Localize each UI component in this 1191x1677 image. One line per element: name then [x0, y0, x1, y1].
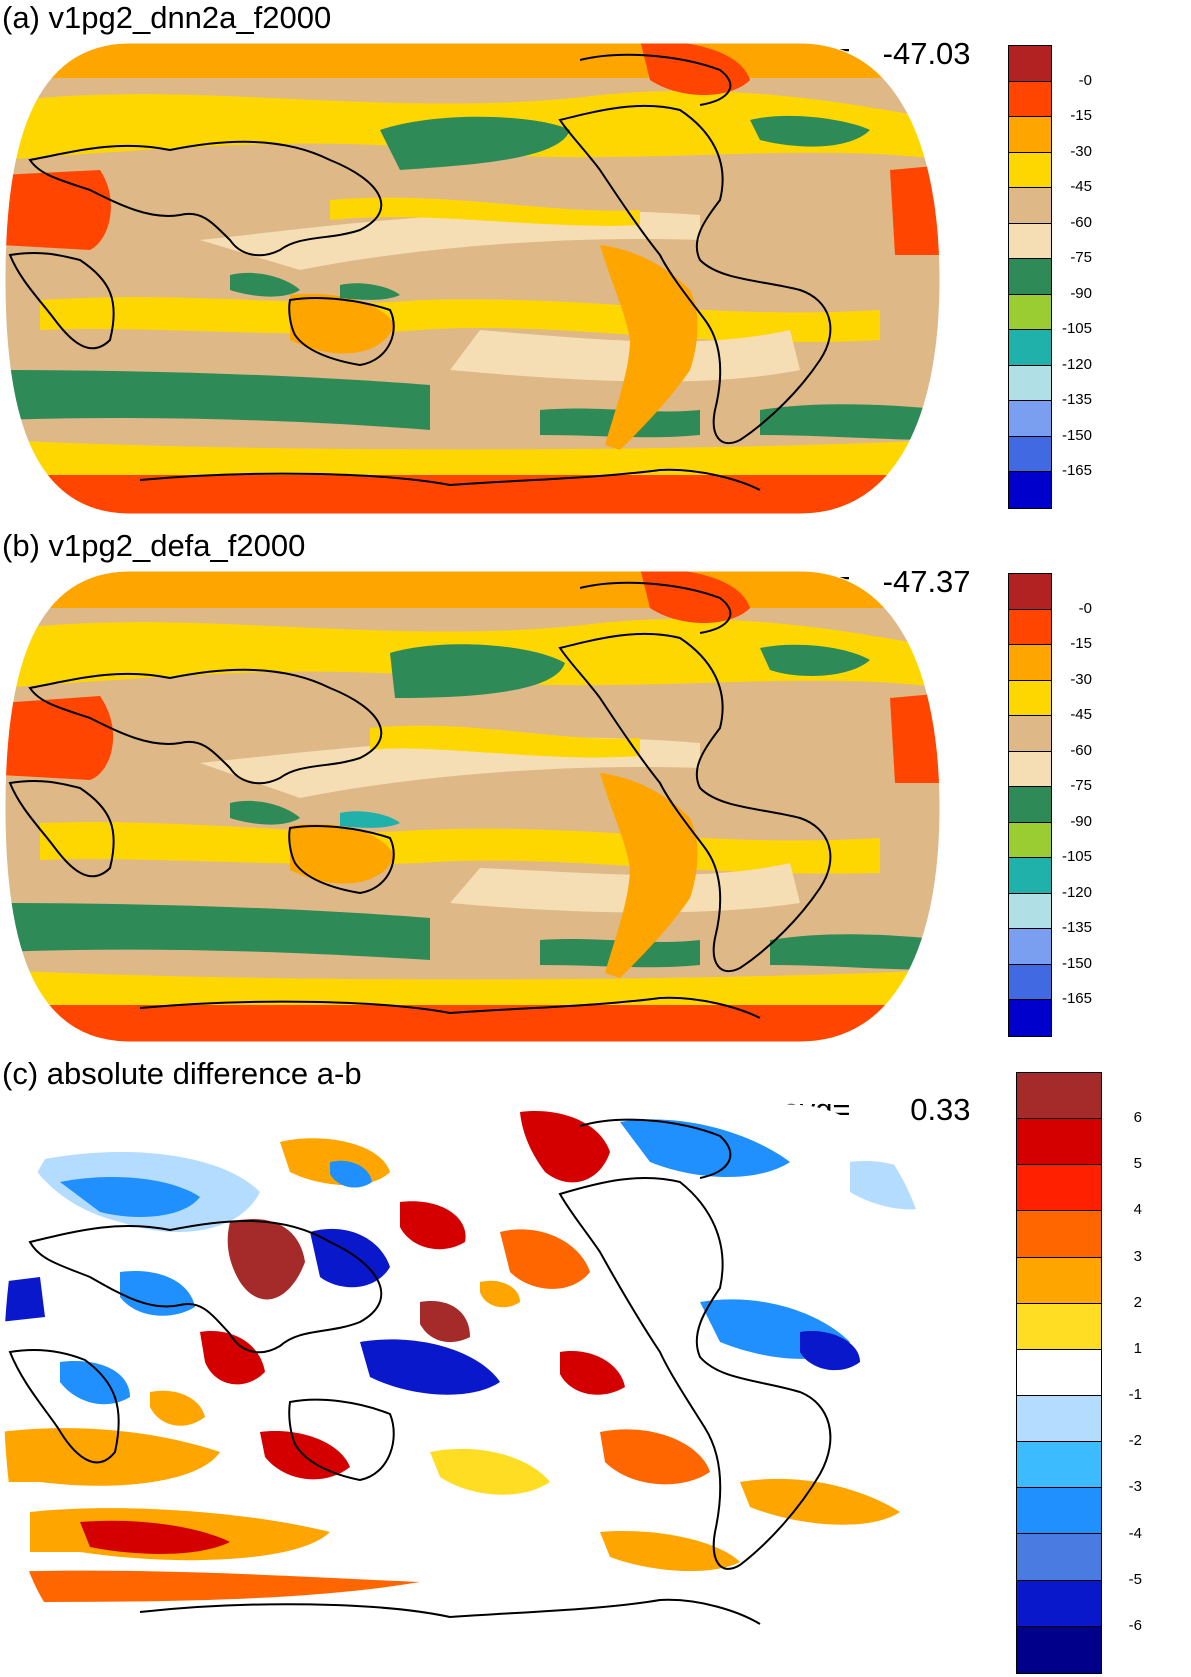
- colorbar-tick-label: 1: [1133, 1339, 1142, 1357]
- colorbar-tick-label: -0: [1078, 71, 1092, 89]
- colorbar-swatch: [1009, 964, 1051, 1001]
- colorbar-swatches: [1008, 573, 1052, 1037]
- colorbar-swatch: [1009, 81, 1051, 118]
- colorbar-swatch: [1009, 436, 1051, 473]
- colorbar-tick-label: -105: [1061, 320, 1092, 338]
- colorbar-tick-label: -45: [1070, 178, 1092, 196]
- colorbar-swatch: [1009, 787, 1051, 823]
- world-map: [2, 1104, 943, 1658]
- colorbar-tick-label: -15: [1070, 635, 1092, 653]
- colorbar-swatch: [1009, 365, 1051, 402]
- colorbar-swatch: [1017, 1073, 1101, 1120]
- colorbar-swatch: [1009, 680, 1051, 717]
- colorbar-tick-label: -150: [1061, 954, 1092, 972]
- colorbar-swatch: [1009, 893, 1051, 930]
- colorbar-tick-label: -6: [1128, 1616, 1142, 1634]
- colorbar-tick-label: 6: [1133, 1109, 1142, 1127]
- colorbar-swatch: [1009, 46, 1051, 82]
- colorbar-swatch: [1009, 858, 1051, 894]
- colorbar-swatch: [1017, 1119, 1101, 1166]
- colorbar-tick-label: -3: [1128, 1478, 1142, 1496]
- colorbar-tick-label: -120: [1061, 355, 1092, 373]
- colorbar-tick-label: 5: [1133, 1155, 1142, 1173]
- colorbar-swatches: [1008, 45, 1052, 509]
- colorbar-tick-label: -150: [1061, 426, 1092, 444]
- colorbar-tick-label: -1: [1128, 1386, 1142, 1404]
- world-map: [4, 570, 941, 1043]
- colorbar-tick-label: -0: [1078, 599, 1092, 617]
- colorbar-swatch: [1009, 330, 1051, 366]
- colorbar: 6 5 4 3 2 1 -1 -2 -3 -4 -5 -6: [1016, 1004, 1142, 1674]
- colorbar-tick-label: 3: [1133, 1247, 1142, 1265]
- colorbar-tick-label: -30: [1070, 142, 1092, 160]
- avg-value: -47.03: [882, 36, 971, 71]
- colorbar-tick-label: -2: [1128, 1432, 1142, 1450]
- colorbar-swatch: [1009, 152, 1051, 189]
- world-map: [4, 42, 941, 515]
- colorbar-swatch: [1009, 117, 1051, 153]
- colorbar-swatch: [1009, 188, 1051, 224]
- colorbar-tick-label: -5: [1128, 1570, 1142, 1588]
- colorbar-swatch: [1009, 1000, 1051, 1036]
- colorbar-swatch: [1017, 1257, 1101, 1304]
- colorbar-tick-label: -165: [1061, 462, 1092, 480]
- avg-value: 0.33: [910, 1092, 971, 1127]
- panel-title: (c) absolute difference a-b: [2, 1056, 362, 1091]
- colorbar-swatch: [1017, 1349, 1101, 1396]
- colorbar-swatch: [1017, 1626, 1101, 1673]
- colorbar-swatch: [1009, 223, 1051, 260]
- colorbar-tick-label: -165: [1061, 990, 1092, 1008]
- colorbar-swatches: [1016, 1072, 1102, 1674]
- colorbar-tick-label: -15: [1070, 107, 1092, 125]
- colorbar-swatch: [1009, 574, 1051, 610]
- avg-value: -47.37: [882, 564, 971, 599]
- colorbar-swatch: [1017, 1211, 1101, 1258]
- colorbar-tick-label: -75: [1070, 249, 1092, 267]
- colorbar-tick-label: -75: [1070, 777, 1092, 795]
- colorbar: -0 -15 -30 -45 -60 -75 -90 -105 -120 -135 -150 -165: [1008, 45, 1138, 511]
- colorbar-swatch: [1017, 1165, 1101, 1212]
- colorbar-tick-label: -105: [1061, 848, 1092, 866]
- colorbar-swatch: [1017, 1534, 1101, 1581]
- colorbar-tick-label: -45: [1070, 706, 1092, 724]
- colorbar: -0 -15 -30 -45 -60 -75 -90 -105 -120 -135 -150 -165: [1008, 573, 1138, 1039]
- colorbar-swatch: [1009, 716, 1051, 752]
- colorbar-tick-label: 2: [1133, 1293, 1142, 1311]
- colorbar-swatch: [1009, 294, 1051, 331]
- colorbar-swatch: [1009, 822, 1051, 859]
- colorbar-tick-label: -90: [1070, 812, 1092, 830]
- panel-b: (b) v1pg2_defa_f2000 avg=-47.37: [0, 528, 1191, 1048]
- colorbar-swatch: [1017, 1395, 1101, 1443]
- colorbar-swatch: [1009, 259, 1051, 295]
- colorbar-swatch: [1009, 645, 1051, 681]
- colorbar-tick-label: -120: [1061, 883, 1092, 901]
- panel-a: (a) v1pg2_dnn2a_f2000 avg=-47.03: [0, 0, 1191, 520]
- colorbar-tick-label: -4: [1128, 1524, 1142, 1542]
- colorbar-swatch: [1009, 751, 1051, 788]
- colorbar-swatch: [1009, 929, 1051, 965]
- colorbar-tick-label: 4: [1133, 1201, 1142, 1219]
- colorbar-tick-label: -60: [1070, 213, 1092, 231]
- colorbar-swatch: [1009, 609, 1051, 646]
- colorbar-tick-label: -90: [1070, 284, 1092, 302]
- colorbar-tick-label: -60: [1070, 741, 1092, 759]
- colorbar-tick-label: -30: [1070, 670, 1092, 688]
- colorbar-swatch: [1017, 1580, 1101, 1627]
- colorbar-tick-label: -135: [1061, 391, 1092, 409]
- colorbar-swatch: [1017, 1488, 1101, 1535]
- panel-c: (c) absolute difference a-b avg=0.33: [0, 1056, 1191, 1677]
- colorbar-swatch: [1009, 472, 1051, 508]
- colorbar-tick-label: -135: [1061, 919, 1092, 937]
- colorbar-swatch: [1017, 1442, 1101, 1489]
- panel-title: (a) v1pg2_dnn2a_f2000: [2, 0, 332, 35]
- colorbar-swatch: [1009, 401, 1051, 437]
- colorbar-swatch: [1017, 1303, 1101, 1350]
- panel-title: (b) v1pg2_defa_f2000: [2, 528, 306, 563]
